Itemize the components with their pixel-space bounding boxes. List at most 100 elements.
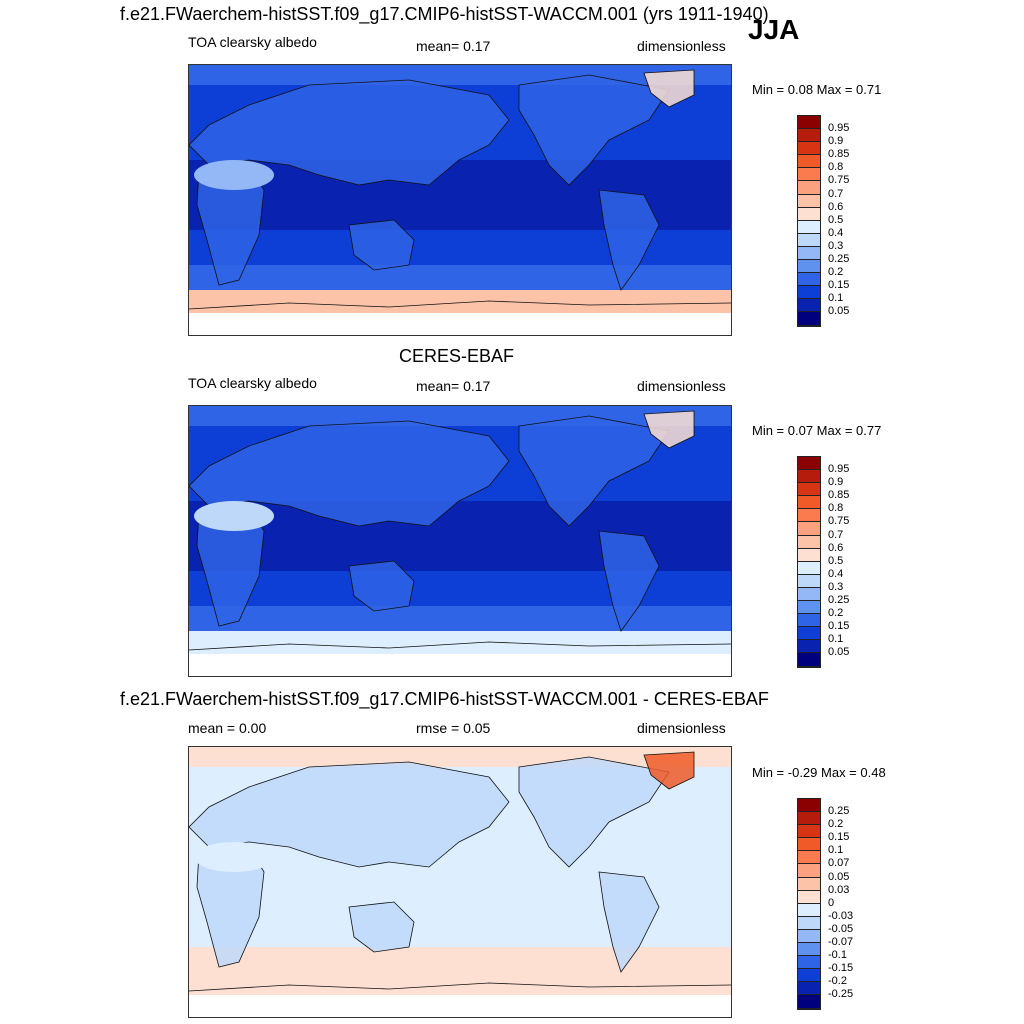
colorbar-swatch [798,864,820,878]
colorbar-tick-label: 0.85 [828,489,850,502]
panel-1-variable-label: TOA clearsky albedo [188,34,317,50]
season-label: JJA [748,14,800,45]
colorbar-tick-label: 0.6 [828,200,844,213]
map-canvas [189,65,731,335]
colorbar-swatch [798,509,820,523]
colorbar-swatch [798,535,820,549]
panel-1-colorbar [797,115,821,327]
panel-3-title: f.e21.FWaerchem-histSST.f09_g17.CMIP6-hi… [120,689,769,709]
panel-3-rmse-label: rmse = 0.05 [416,720,491,736]
panel-3-map [188,746,732,1018]
colorbar-tick-label: 0.1 [828,844,844,857]
colorbar-swatch [798,982,820,996]
colorbar-swatch [798,548,820,562]
colorbar-swatch [798,640,820,654]
colorbar-tick-label: 0.03 [828,883,850,896]
colorbar-tick-label: 0.5 [828,213,844,226]
antarctica-outline [189,982,731,992]
greenland-outline [643,69,695,108]
map-canvas [189,406,731,676]
colorbar-swatch [798,561,820,575]
sahara-region [194,160,274,190]
panel-2-mean-label: mean= 0.17 [416,378,491,394]
north-america-outline [518,74,670,186]
colorbar-swatch [798,574,820,588]
colorbar-tick-label: 0.2 [828,818,844,831]
colorbar-tick-label: 0.8 [828,161,844,174]
panel-1-minmax: Min = 0.08 Max = 0.71 [752,82,882,97]
colorbar-swatch [798,995,820,1009]
colorbar-swatch [798,812,820,826]
colorbar-tick-label: 0.15 [828,620,850,633]
colorbar-tick-label: -0.03 [828,909,854,922]
colorbar-tick-label: -0.05 [828,922,854,935]
colorbar-swatch [798,627,820,641]
colorbar-swatch [798,233,820,247]
colorbar-tick-label: 0.8 [828,502,844,515]
colorbar-tick-label: 0.07 [828,857,850,870]
sahara-region [194,501,274,531]
colorbar-swatch [798,601,820,615]
colorbar-tick-label: 0.95 [828,463,850,475]
colorbar-tick-label: -0.25 [828,988,854,1001]
colorbar-tick-label: 0.3 [828,580,844,593]
australia-outline [348,560,415,612]
australia-outline [348,901,415,953]
antarctica-outline [189,300,731,310]
colorbar-tick-label: 0.4 [828,567,844,580]
colorbar-swatch [798,943,820,957]
colorbar-swatch [798,522,820,536]
colorbar-swatch [798,496,820,510]
australia-outline [348,219,415,271]
panel-1-mean-label: mean= 0.17 [416,38,491,54]
colorbar-swatch [798,129,820,143]
panel-2-minmax: Min = 0.07 Max = 0.77 [752,423,882,438]
colorbar-swatch [798,483,820,497]
colorbar-tick-label: 0.2 [828,266,844,279]
colorbar-tick-label: 0.25 [828,594,850,606]
colorbar-swatch [798,587,820,602]
colorbar-swatch [798,142,820,156]
panel-2-colorbar [797,456,821,668]
latitude-band [189,606,731,631]
colorbar-swatch [798,851,820,865]
colorbar-tick-label: 0.9 [828,476,844,489]
colorbar-tick-label: 0.4 [828,226,844,239]
greenland-outline [643,751,695,790]
colorbar-swatch [798,470,820,484]
colorbar-swatch [798,877,820,891]
latitude-band [189,290,731,313]
eurasia-outline [189,420,510,527]
latitude-band [189,972,731,995]
panel-3-minmax: Min = -0.29 Max = 0.48 [752,765,886,780]
colorbar-swatch [798,168,820,182]
colorbar-tick-label: 0.7 [828,528,844,541]
north-america-outline [518,756,670,868]
colorbar-tick-label: 0.7 [828,187,844,200]
panel-1-units-label: dimensionless [637,38,726,54]
colorbar-swatch [798,246,820,261]
colorbar-tick-label: 0.9 [828,135,844,148]
colorbar-swatch [798,155,820,169]
eurasia-outline [189,761,510,868]
panel-3-units-label: dimensionless [637,720,726,736]
eurasia-outline [189,79,510,186]
colorbar-swatch [798,207,820,221]
north-america-outline [518,415,670,527]
colorbar-swatch [798,457,820,471]
colorbar-tick-label: 0.85 [828,148,850,161]
colorbar-swatch [798,653,820,667]
latitude-band [189,313,731,335]
colorbar-tick-label: 0.25 [828,253,850,265]
colorbar-swatch [798,273,820,287]
colorbar-swatch [798,825,820,839]
panel-2-map [188,405,732,677]
greenland-outline [643,410,695,449]
colorbar-tick-label: 0.2 [828,607,844,620]
panel-3-colorbar [797,798,821,1010]
colorbar-swatch [798,116,820,130]
antarctica-outline [189,641,731,651]
latitude-band [189,654,731,676]
colorbar-tick-label: 0.95 [828,122,850,134]
south-america-outline [598,189,660,291]
